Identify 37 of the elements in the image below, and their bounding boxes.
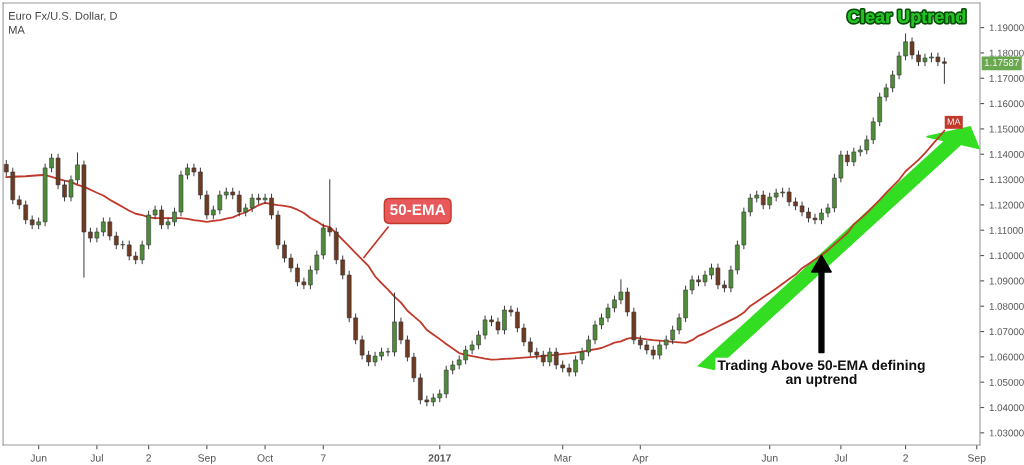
y-tick-label: 1.18000 xyxy=(989,49,1024,57)
y-tick-label: 1.09000 xyxy=(989,277,1024,285)
x-tick-label: Mar xyxy=(554,454,572,462)
y-tick-label: 1.16000 xyxy=(989,100,1024,108)
annotation: 50-EMA xyxy=(390,204,446,216)
y-tick-label: 1.11000 xyxy=(989,226,1024,234)
x-tick-label: 7 xyxy=(320,454,326,462)
x-tick-label: Apr xyxy=(632,454,649,464)
x-tick-label: 2 xyxy=(146,454,152,462)
y-tick-label: 1.10000 xyxy=(989,252,1024,260)
x-tick-label: 2017 xyxy=(428,454,451,462)
y-tick-label: 1.08000 xyxy=(989,302,1024,310)
text: Euro Fx/U.S. Dollar, D xyxy=(9,11,117,22)
y-tick-label: 1.19000 xyxy=(989,24,1024,32)
x-tick-label: Jun xyxy=(761,454,778,462)
annotation: Trading Above 50-EMA defining an uptrend xyxy=(717,359,925,387)
x-tick-label: 2 xyxy=(903,454,908,462)
x-tick-label: Jul xyxy=(90,454,103,462)
x-tick-label: Oct xyxy=(257,454,274,462)
x-tick-label: Jun xyxy=(30,454,47,462)
y-tick-label: 1.15000 xyxy=(989,125,1024,133)
y-tick-label: 1.14000 xyxy=(989,150,1024,158)
series-label: MA xyxy=(947,118,961,125)
y-tick-label: 1.03000 xyxy=(989,429,1024,437)
y-tick-label: 1.13000 xyxy=(989,176,1024,184)
x-tick-label: Jul xyxy=(834,454,847,462)
annotation: Clear Uptrend xyxy=(847,9,966,27)
text: 1.17587 xyxy=(984,59,1019,66)
y-tick-label: 1.04000 xyxy=(989,404,1024,412)
y-tick-label: 1.07000 xyxy=(989,328,1024,336)
x-tick-label: Sep xyxy=(967,454,986,464)
x-tick-label: Sep xyxy=(198,454,216,464)
y-tick-label: 1.05000 xyxy=(989,378,1024,386)
y-tick-label: 1.17000 xyxy=(989,74,1024,82)
y-tick-label: 1.06000 xyxy=(989,353,1024,361)
text: MA xyxy=(9,25,25,34)
y-tick-label: 1.12000 xyxy=(989,201,1024,209)
